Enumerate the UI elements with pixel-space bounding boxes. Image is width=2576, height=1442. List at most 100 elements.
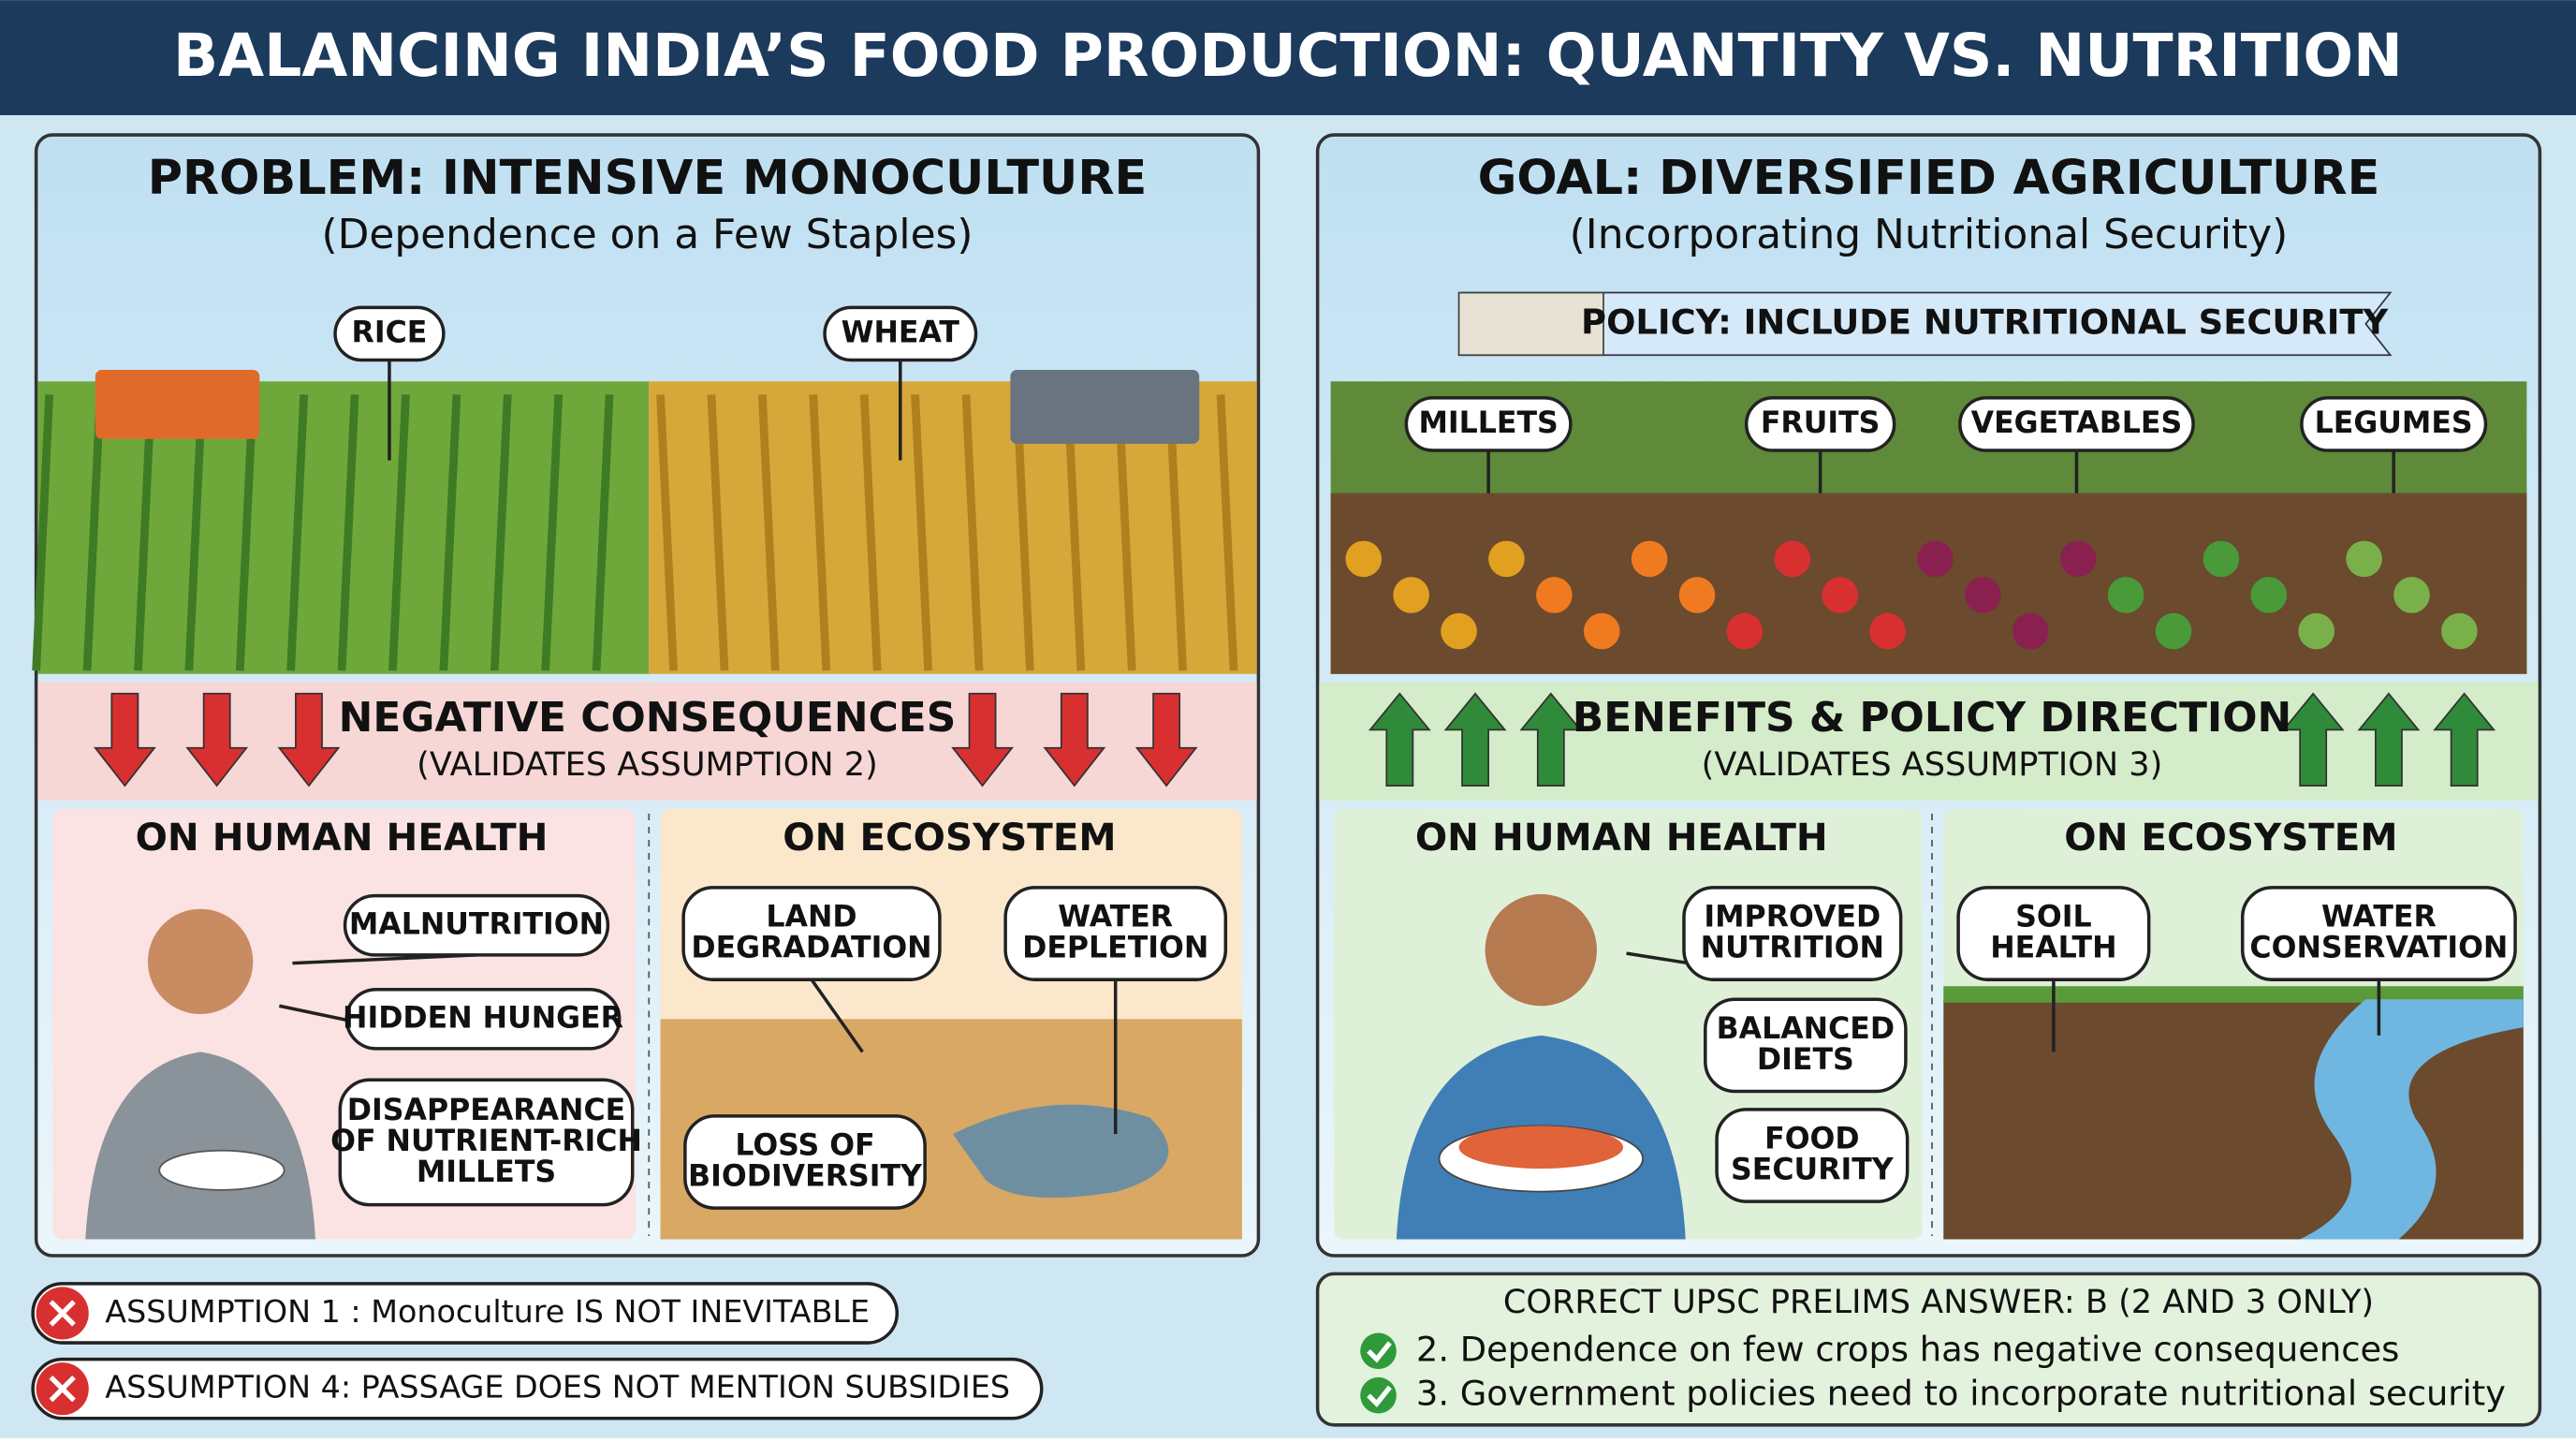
arrow: [1443, 692, 1507, 787]
crop-row: [134, 394, 155, 671]
arrow: [2433, 692, 2496, 787]
crop-row: [490, 394, 512, 671]
crop-row: [1216, 394, 1238, 671]
arrow: [185, 692, 249, 787]
crop-row: [82, 394, 105, 671]
produce-item: [1441, 612, 1477, 650]
river: [2300, 999, 2524, 1240]
crop-row: [541, 394, 564, 671]
produce-item: [1822, 577, 1859, 613]
consequences-band: [37, 682, 1257, 801]
label-text: DISAPPEARANCE: [347, 1094, 625, 1127]
person-body: [85, 1052, 315, 1240]
label-pill: [344, 987, 622, 1051]
label-pill: [683, 1114, 927, 1210]
crop-row: [439, 394, 461, 671]
label-text: RICE: [352, 316, 428, 349]
label-text: WATER: [2321, 900, 2437, 934]
consequences-title: NEGATIVE CONSEQUENCES: [339, 694, 957, 742]
label-text: BALANCED: [1717, 1012, 1895, 1046]
label-text: MILLETS: [1418, 406, 1558, 440]
government-building: [1457, 291, 1604, 357]
label-text: WHEAT: [842, 316, 960, 349]
produce-item: [2298, 612, 2334, 650]
label-pill: [1715, 1108, 1910, 1203]
label-text: LOSS OF: [735, 1128, 874, 1162]
produce-item: [1869, 612, 1906, 650]
label-pill: [1744, 396, 1896, 452]
produce-item: [1917, 540, 1954, 578]
check-icon: [1360, 1376, 1397, 1414]
label-text: SOIL: [2015, 900, 2091, 934]
produce-item: [1536, 577, 1573, 613]
crop-row: [388, 394, 410, 671]
label-text: BIODIVERSITY: [688, 1160, 923, 1194]
produce-item: [1726, 612, 1764, 650]
label-text: LAND: [766, 900, 856, 934]
label-text: FRUITS: [1761, 406, 1881, 440]
label-text: OF NUTRIENT-RICH: [330, 1125, 642, 1158]
crop-row: [961, 394, 984, 671]
crop-row: [757, 394, 780, 671]
header: [0, 0, 2576, 115]
label-text: DEGRADATION: [691, 932, 931, 965]
policy: POLICY: INCLUDE NUTRITIONAL SECURITY: [1581, 302, 2389, 342]
right-heading: GOAL: DIVERSIFIED AGRICULTURE: [1478, 151, 2380, 206]
label-text: LEGUMES: [2315, 406, 2473, 440]
arrow: [277, 692, 341, 787]
ecosystem-title: ON ECOSYSTEM: [783, 816, 1116, 860]
label-pill: [681, 886, 942, 981]
consequences-subtitle: (VALIDATES ASSUMPTION 2): [417, 745, 878, 784]
label-text: DEPLETION: [1022, 932, 1208, 965]
label-text: CONSERVATION: [2249, 932, 2508, 965]
label-pill: [1404, 396, 1573, 452]
produce-item: [2393, 577, 2430, 613]
crop-row: [911, 394, 933, 671]
label-text: MILLETS: [417, 1155, 556, 1189]
crop-row: [286, 394, 309, 671]
label-text: DIETS: [1757, 1043, 1854, 1077]
label-text: IMPROVED: [1704, 900, 1881, 934]
crop-row: [337, 394, 359, 671]
harvester: [1010, 370, 1200, 445]
left-subheading: (Dependence on a Few Staples): [321, 211, 973, 258]
label-pill: [823, 305, 978, 362]
produce-item: [1631, 540, 1668, 578]
label-text: SECURITY: [1731, 1154, 1895, 1187]
tractor: [95, 370, 260, 439]
produce-item: [1965, 577, 2001, 613]
label-pill: [338, 1078, 635, 1207]
label-pill: [1956, 886, 2151, 981]
arrow: [93, 692, 156, 787]
person-head: [147, 908, 254, 1015]
check-icon: [1360, 1332, 1397, 1370]
arrow: [2281, 692, 2345, 787]
produce-item: [2441, 612, 2478, 650]
produce-item: [2012, 612, 2049, 650]
cross-mark: [49, 1300, 76, 1327]
left-heading: PROBLEM: INTENSIVE MONOCULTURE: [148, 151, 1148, 206]
label-text: HIDDEN HUNGER: [343, 1001, 623, 1035]
assumption-pill: [31, 1282, 900, 1345]
arrow: [1519, 692, 1583, 787]
answer-title: CORRECT UPSC PRELIMS ANSWER: B (2 AND 3 …: [1503, 1283, 2374, 1321]
produce-item: [1393, 577, 1429, 613]
assumption-text: ASSUMPTION 1 : Monoculture IS NOT INEVIT…: [105, 1293, 870, 1330]
assumption-pill: [31, 1357, 1044, 1420]
check-mark: [1367, 1341, 1392, 1363]
crop-row: [707, 394, 729, 671]
title: BALANCING INDIA’S FOOD PRODUCTION: QUANT…: [173, 21, 2403, 90]
label-text: HEALTH: [1990, 932, 2116, 965]
plate: [158, 1149, 285, 1191]
pointer: [810, 978, 864, 1053]
arrow: [1043, 692, 1106, 787]
crop-row: [809, 394, 831, 671]
crop-row: [656, 394, 678, 671]
ecosystem-title: ON ECOSYSTEM: [2064, 816, 2397, 860]
arrow: [1368, 692, 1431, 787]
produce-item: [2107, 577, 2144, 613]
produce-item: [2203, 540, 2240, 578]
produce-item: [1678, 577, 1716, 613]
answer-point: 3. Government policies need to incorpora…: [1416, 1374, 2506, 1414]
label-pill: [1704, 997, 1908, 1094]
